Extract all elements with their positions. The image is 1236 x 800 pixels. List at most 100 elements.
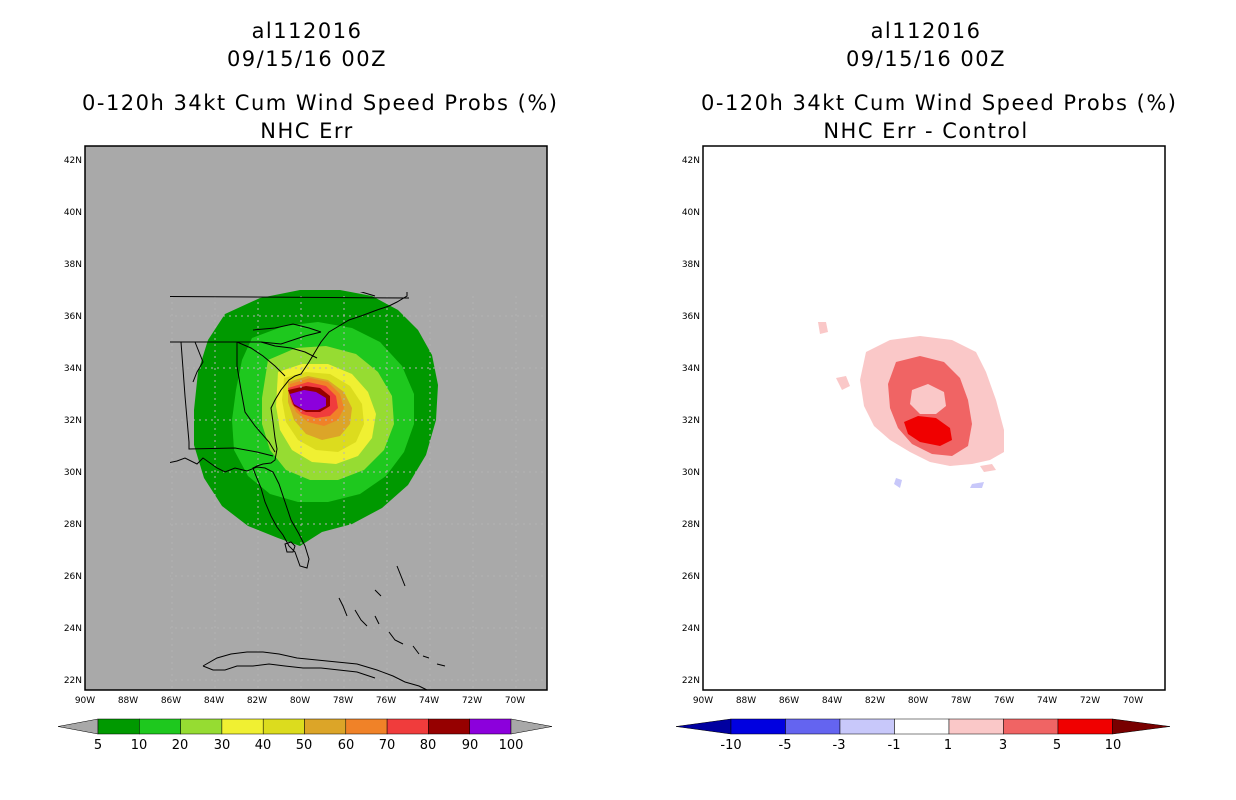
lon-label: 90W <box>693 696 713 706</box>
right-map <box>702 145 1166 691</box>
colorbar-end-high <box>1112 718 1171 735</box>
colorbar-swatch <box>785 718 841 735</box>
lat-label: 30N <box>682 468 700 478</box>
lon-label: 78W <box>951 696 971 706</box>
left-subtitle: NHC Err <box>260 119 354 143</box>
left-product-title: 0-120h 34kt Cum Wind Speed Probs (%) <box>82 91 559 115</box>
colorbar-end-low <box>57 718 99 735</box>
right-lat-labels: 42N 40N 38N 36N 34N 32N 30N 28N 26N 24N … <box>682 156 700 686</box>
colorbar-end-low <box>675 718 732 735</box>
lat-label: 34N <box>64 364 82 374</box>
lon-label: 82W <box>247 696 267 706</box>
colorbar-swatch <box>1003 718 1059 735</box>
lon-label: 74W <box>419 696 439 706</box>
lat-label: 40N <box>64 208 82 218</box>
colorbar-label: 80 <box>420 738 437 753</box>
lon-label: 70W <box>1123 696 1143 706</box>
colorbar-label: -1 <box>888 738 901 753</box>
colorbar-label: 60 <box>338 738 355 753</box>
right-difference-contours <box>818 322 1004 488</box>
lon-label: 90W <box>75 696 95 706</box>
lon-label: 88W <box>118 696 138 706</box>
colorbar-swatch <box>469 718 512 735</box>
colorbar-label: 3 <box>999 738 1007 753</box>
left-lat-labels: 42N 40N 38N 36N 34N 32N 30N 28N 26N 24N … <box>64 156 82 686</box>
right-lon-labels: 90W 88W 86W 84W 82W 80W 78W 76W 74W 72W … <box>693 696 1143 706</box>
contour-90 <box>290 390 326 410</box>
lon-label: 80W <box>908 696 928 706</box>
lon-label: 80W <box>290 696 310 706</box>
lat-label: 24N <box>682 624 700 634</box>
diff-hole <box>910 384 946 414</box>
lat-label: 36N <box>64 312 82 322</box>
diff-plus-1c <box>836 376 850 390</box>
colorbar-label: -10 <box>720 738 741 753</box>
lat-label: 26N <box>682 572 700 582</box>
lat-label: 34N <box>682 364 700 374</box>
lat-label: 28N <box>682 520 700 530</box>
colorbar-label: 5 <box>1053 738 1061 753</box>
left-datetime: 09/15/16 00Z <box>226 47 388 71</box>
colorbar-swatch <box>304 718 347 735</box>
colorbar-swatch <box>894 718 950 735</box>
lon-label: 72W <box>1080 696 1100 706</box>
lat-label: 36N <box>682 312 700 322</box>
lon-label: 82W <box>865 696 885 706</box>
lon-label: 70W <box>505 696 525 706</box>
colorbar-swatch <box>180 718 223 735</box>
diff-plus-1b <box>818 322 828 334</box>
left-lon-labels: 90W 88W 86W 84W 82W 80W 78W 76W 74W 72W … <box>75 696 525 706</box>
colorbar-swatch <box>386 718 429 735</box>
left-probability-contours <box>194 290 438 546</box>
colorbar-label: 90 <box>462 738 479 753</box>
left-storm-id: al112016 <box>251 19 363 43</box>
right-colorbar-labels: -10 -5 -3 -1 1 3 5 10 <box>720 738 1121 753</box>
colorbar-swatch <box>948 718 1004 735</box>
lat-label: 30N <box>64 468 82 478</box>
lon-label: 86W <box>161 696 181 706</box>
colorbar-swatch <box>221 718 264 735</box>
right-datetime: 09/15/16 00Z <box>845 47 1007 71</box>
colorbar-label: 50 <box>296 738 313 753</box>
colorbar-label: 70 <box>379 738 396 753</box>
lon-label: 72W <box>462 696 482 706</box>
right-subtitle: NHC Err - Control <box>823 119 1029 143</box>
colorbar-label: 40 <box>255 738 272 753</box>
left-map-frame <box>84 145 548 691</box>
lon-label: 88W <box>736 696 756 706</box>
colorbar-end-high <box>510 718 553 735</box>
lat-label: 22N <box>64 676 82 686</box>
colorbar-swatch <box>139 718 181 735</box>
lon-label: 78W <box>333 696 353 706</box>
right-map-frame <box>702 145 1166 691</box>
lon-label: 76W <box>376 696 396 706</box>
colorbar-swatch <box>839 718 895 735</box>
lat-label: 42N <box>64 156 82 166</box>
lat-label: 26N <box>64 572 82 582</box>
colorbar-label: 20 <box>172 738 189 753</box>
lat-label: 22N <box>682 676 700 686</box>
lat-label: 42N <box>682 156 700 166</box>
colorbar-swatch <box>428 718 470 735</box>
left-map <box>84 145 548 691</box>
colorbar-label: 10 <box>131 738 148 753</box>
colorbar-label: 30 <box>214 738 231 753</box>
colorbar-label: 100 <box>499 738 524 753</box>
colorbar-swatch <box>1057 718 1113 735</box>
lon-label: 74W <box>1037 696 1057 706</box>
lat-label: 38N <box>682 260 700 270</box>
colorbar-label: 10 <box>1105 738 1122 753</box>
lat-label: 38N <box>64 260 82 270</box>
right-storm-id: al112016 <box>870 19 982 43</box>
lat-label: 40N <box>682 208 700 218</box>
lat-label: 24N <box>64 624 82 634</box>
colorbar-swatch <box>262 718 305 735</box>
colorbar-label: 1 <box>944 738 952 753</box>
diff-plus-1d <box>980 464 996 472</box>
colorbar-label: -5 <box>779 738 792 753</box>
colorbar-swatch <box>730 718 786 735</box>
diff-minus-1a <box>894 478 902 488</box>
colorbar-label: 5 <box>94 738 102 753</box>
lon-label: 84W <box>204 696 224 706</box>
